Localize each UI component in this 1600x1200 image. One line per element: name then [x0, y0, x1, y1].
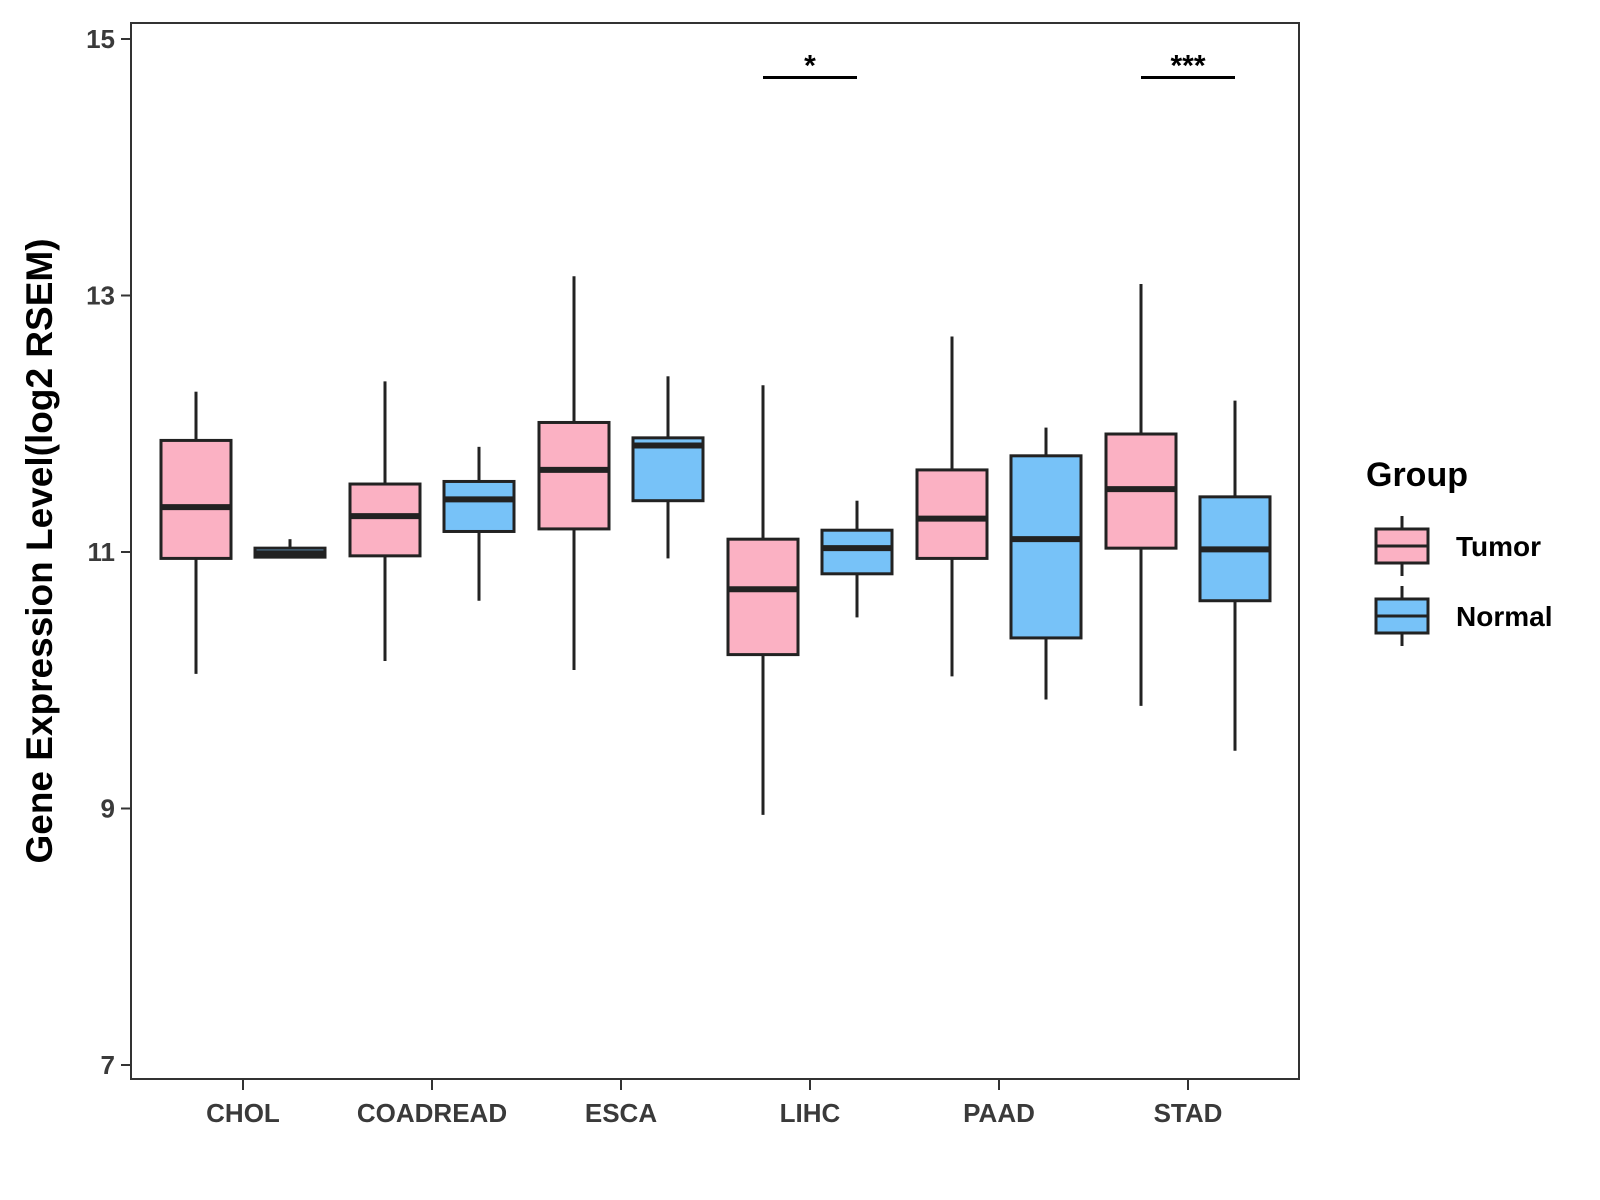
box-tumor-chol	[159, 391, 233, 674]
y-tick-label: 15	[86, 24, 115, 54]
box-normal-chol	[253, 539, 327, 559]
box-normal-coadread	[442, 446, 516, 601]
box-tumor-coadread	[348, 381, 422, 662]
box-normal-stad	[1198, 400, 1272, 751]
box-body	[820, 528, 894, 576]
x-tick-label: CHOL	[206, 1098, 280, 1128]
boxes-layer	[159, 276, 1272, 815]
significance-label: *	[804, 49, 816, 82]
significance-label: ***	[1170, 49, 1205, 82]
x-tick-label: PAAD	[963, 1098, 1035, 1128]
x-axis: CHOL COADREAD ESCA LIHC PAAD STAD	[206, 1079, 1222, 1128]
legend-item-tumor: Tumor	[1374, 516, 1541, 576]
box-body	[442, 479, 516, 533]
box-normal-paad	[1009, 427, 1083, 700]
x-tick-label: STAD	[1154, 1098, 1223, 1128]
box-normal-esca	[631, 376, 705, 559]
legend: Group Tumor Normal	[1366, 456, 1552, 646]
legend-label: Tumor	[1456, 531, 1541, 562]
y-axis-title: Gene Expression Level(log2 RSEM)	[19, 238, 60, 863]
y-tick-label: 13	[86, 281, 115, 311]
x-tick-label: COADREAD	[357, 1098, 507, 1128]
significance-layer: * ***	[763, 49, 1235, 82]
x-tick-label: LIHC	[780, 1098, 841, 1128]
legend-label: Normal	[1456, 601, 1552, 632]
legend-item-normal: Normal	[1374, 586, 1552, 646]
box-body	[159, 438, 233, 560]
box-body	[348, 482, 422, 558]
y-tick-label: 7	[101, 1050, 115, 1080]
box-body	[537, 420, 611, 531]
box-tumor-stad	[1104, 283, 1178, 706]
box-body	[915, 468, 989, 560]
box-tumor-lihc	[726, 385, 800, 815]
box-body	[1009, 454, 1083, 640]
y-tick-label: 9	[101, 794, 115, 824]
box-body	[726, 537, 800, 657]
y-axis: 7 9 11 13 15	[86, 23, 132, 1080]
box-tumor-esca	[537, 276, 611, 670]
box-tumor-paad	[915, 336, 989, 677]
x-tick-label: ESCA	[585, 1098, 657, 1128]
legend-title: Group	[1366, 456, 1468, 494]
y-tick-label: 11	[88, 537, 116, 567]
box-normal-lihc	[820, 500, 894, 618]
